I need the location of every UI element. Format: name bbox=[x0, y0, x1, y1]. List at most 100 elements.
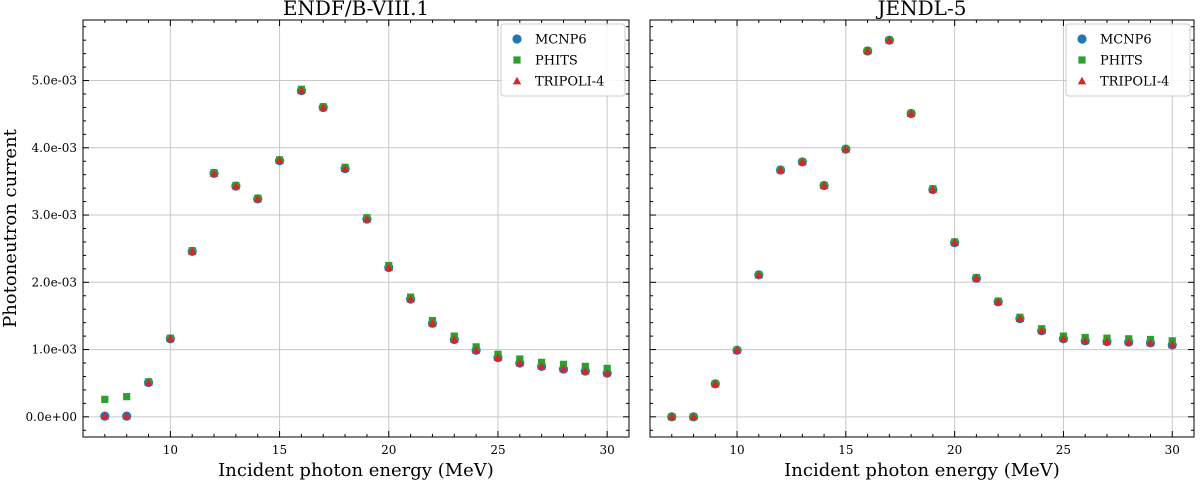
data-point bbox=[603, 364, 611, 372]
legend-marker bbox=[513, 56, 521, 64]
data-point bbox=[885, 35, 894, 44]
data-point bbox=[993, 297, 1003, 306]
series-phits bbox=[101, 85, 611, 403]
data-point bbox=[819, 181, 829, 189]
data-point bbox=[798, 157, 807, 166]
legend-label: TRIPOLI-4 bbox=[1100, 75, 1169, 90]
y-tick-label: 1.0e-03 bbox=[31, 343, 77, 357]
data-point bbox=[515, 358, 524, 367]
data-point bbox=[406, 294, 415, 303]
legend-marker bbox=[1077, 34, 1087, 44]
y-tick-label: 4.0e-03 bbox=[31, 141, 77, 155]
x-tick-label: 10 bbox=[163, 443, 178, 457]
data-point bbox=[450, 335, 459, 343]
data-point bbox=[123, 393, 131, 401]
legend-label: MCNP6 bbox=[1100, 33, 1152, 48]
data-point bbox=[188, 247, 197, 255]
plot-frame bbox=[649, 19, 1195, 438]
data-point bbox=[384, 263, 393, 271]
legend-box bbox=[500, 23, 626, 97]
data-point bbox=[209, 169, 219, 177]
data-point bbox=[275, 156, 284, 164]
legend-marker bbox=[512, 34, 522, 44]
data-point bbox=[537, 362, 546, 370]
panel-jendl: 10 15 20 25 30 MCNP6 PHITS TRIPOLI-4 JENDL-5 Inci… bbox=[649, 0, 1195, 481]
data-point bbox=[253, 194, 262, 203]
series-tripoli-4 bbox=[667, 35, 1177, 421]
data-point bbox=[428, 319, 437, 327]
legend: MCNP6 PHITS TRIPOLI-4 bbox=[500, 23, 626, 97]
data-point bbox=[950, 238, 959, 246]
y-tick-label: 2.0e-03 bbox=[31, 275, 77, 289]
x-tick-label: 15 bbox=[838, 443, 853, 457]
x-tick-label: 15 bbox=[272, 443, 287, 457]
legend-label: TRIPOLI-4 bbox=[535, 75, 604, 90]
y-tick-label: 0.0e+00 bbox=[25, 410, 77, 424]
x-axis-label: Incident photon energy (MeV) bbox=[218, 460, 494, 481]
data-point bbox=[493, 353, 503, 361]
data-point bbox=[144, 378, 153, 386]
data-point bbox=[689, 412, 698, 421]
x-tick-label: 30 bbox=[1165, 443, 1180, 457]
data-point bbox=[972, 274, 981, 282]
data-point bbox=[841, 144, 851, 153]
data-point bbox=[319, 103, 328, 111]
data-point bbox=[559, 360, 568, 368]
data-point bbox=[602, 368, 612, 377]
series-tripoli-4 bbox=[100, 86, 612, 420]
data-point bbox=[297, 86, 306, 94]
y-tick-label: 3.0e-03 bbox=[31, 208, 77, 222]
plot-frame bbox=[82, 19, 630, 438]
data-point bbox=[101, 395, 109, 403]
legend-marker bbox=[512, 76, 522, 85]
data-point bbox=[166, 334, 175, 343]
data-point bbox=[559, 364, 568, 373]
data-point bbox=[581, 362, 589, 370]
data-point bbox=[1059, 334, 1068, 343]
data-point bbox=[1102, 337, 1112, 345]
data-point bbox=[581, 366, 590, 375]
y-axis-label: Photoneutron current bbox=[0, 128, 21, 328]
data-points bbox=[100, 85, 612, 421]
legend-label: MCNP6 bbox=[535, 33, 587, 48]
data-points bbox=[667, 35, 1177, 422]
series-mcnp6 bbox=[100, 86, 612, 421]
data-point bbox=[1015, 314, 1025, 322]
legend-label: PHITS bbox=[1100, 54, 1143, 69]
x-tick-label: 25 bbox=[1056, 443, 1071, 457]
data-point bbox=[1124, 337, 1133, 346]
data-point bbox=[1146, 338, 1155, 347]
data-point bbox=[732, 346, 742, 354]
data-point bbox=[906, 109, 916, 117]
data-point bbox=[928, 185, 938, 193]
data-point bbox=[1037, 326, 1046, 335]
x-tick-label: 20 bbox=[381, 443, 396, 457]
data-point bbox=[863, 46, 872, 55]
data-point bbox=[122, 411, 131, 420]
data-point bbox=[100, 411, 110, 420]
legend: MCNP6 PHITS TRIPOLI-4 bbox=[1065, 23, 1191, 97]
x-tick-label: 20 bbox=[947, 443, 962, 457]
chart-title: ENDF/B-VIII.1 bbox=[283, 0, 429, 20]
data-point bbox=[231, 181, 241, 190]
panel-endf: 10 15 20 25 30 0.0e+00 1.0e-03 2.0e-03 3.0e-03 4.… bbox=[0, 0, 630, 481]
x-tick-label: 25 bbox=[490, 443, 505, 457]
y-tick-label: 5.0e-03 bbox=[31, 74, 77, 88]
data-point bbox=[471, 346, 481, 354]
data-point bbox=[754, 270, 763, 279]
x-tick-label: 30 bbox=[600, 443, 615, 457]
data-point bbox=[362, 214, 372, 223]
data-point bbox=[711, 379, 720, 388]
x-tick-label: 10 bbox=[729, 443, 744, 457]
data-point bbox=[340, 164, 350, 173]
grid bbox=[83, 20, 629, 437]
x-axis-label: Incident photon energy (MeV) bbox=[784, 460, 1060, 481]
legend-marker bbox=[1077, 76, 1087, 85]
legend-label: PHITS bbox=[535, 54, 578, 69]
data-point bbox=[776, 165, 785, 174]
legend-marker bbox=[1078, 56, 1086, 64]
legend-box bbox=[1065, 23, 1191, 97]
data-point bbox=[667, 412, 676, 421]
chart-title: JENDL-5 bbox=[876, 0, 967, 20]
